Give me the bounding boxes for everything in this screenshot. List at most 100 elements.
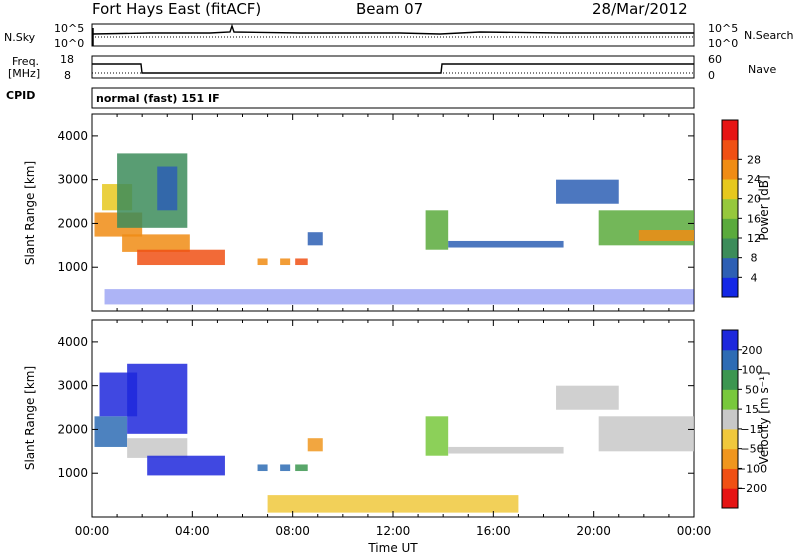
velocity-colorbar-tick-label: −200 [737, 482, 767, 495]
power-region [104, 289, 694, 305]
power-colorbar-tick-label: 20 [747, 193, 761, 206]
cpid-panel [91, 87, 695, 109]
velocity-region [267, 495, 519, 513]
velocity-colorbar-swatch [722, 448, 738, 469]
velocity-colorbar-swatch [722, 488, 738, 509]
velocity-colorbar-tick-label: 100 [742, 364, 763, 377]
velocity-colorbar: 200 100 50 15 −15 −50 −100 −200 [722, 330, 767, 509]
station-title: Fort Hays East (fitACF) [92, 0, 262, 18]
power-ytick-label: 3000 [57, 173, 88, 187]
power-colorbar-tick-label: 8 [751, 252, 758, 265]
velocity-region [147, 455, 225, 476]
power-ytick-label: 1000 [57, 260, 88, 274]
velocity-colorbar-swatch [722, 369, 738, 390]
velocity-colorbar-swatch [722, 389, 738, 410]
chart-axes: 1000 2000 3000 4000 1000 2000 3000 4000 00:00 04:… [57, 114, 711, 538]
velocity-colorbar-frame [721, 329, 739, 509]
nave-tick-high: 60 [708, 53, 722, 66]
velocity-region [127, 363, 188, 434]
freq-label: Freq. [12, 55, 40, 68]
velocity-ytick-label: 2000 [57, 422, 88, 436]
x-tick-label: 12:00 [376, 524, 411, 538]
velocity-panel [91, 319, 695, 518]
power-region [157, 166, 178, 211]
freq-tick-low: 8 [64, 69, 71, 82]
power-colorbar-swatch [722, 120, 738, 141]
power-colorbar-tick-label: 16 [747, 212, 761, 225]
power-ytick-label: 2000 [57, 216, 88, 230]
power-colorbar: 4 8 12 16 20 24 28 [722, 120, 761, 298]
power-colorbar-label: Power [dB] [757, 175, 771, 240]
x-tick-label: 08:00 [275, 524, 310, 538]
velocity-ylabel: Slant Range [km] [23, 366, 37, 470]
velocity-colorbar-swatch [722, 330, 738, 351]
velocity-ytick-label: 4000 [57, 335, 88, 349]
nave-tick-low: 0 [708, 69, 715, 82]
power-colorbar-frame [721, 119, 739, 298]
velocity-data [94, 363, 694, 513]
velocity-colorbar-swatch [722, 349, 738, 371]
power-region [638, 230, 694, 241]
freq-trace [92, 63, 694, 74]
power-region [257, 258, 268, 266]
power-region [448, 240, 564, 248]
power-colorbar-swatch [722, 277, 738, 298]
power-colorbar-tick-label: 4 [751, 271, 758, 284]
power-colorbar-swatch [722, 179, 738, 200]
noise-tick-high-right: 10^5 [708, 22, 739, 35]
velocity-colorbar-tick-label: −50 [740, 443, 763, 456]
noise-tick-high: 10^5 [54, 22, 85, 35]
freq-panel [91, 55, 695, 79]
velocity-colorbar-tick-label: 200 [742, 344, 763, 357]
velocity-region [556, 385, 619, 410]
power-region [307, 232, 323, 246]
velocity-region [280, 464, 291, 472]
power-colorbar-tick-label: 12 [747, 232, 761, 245]
power-colorbar-swatch [722, 238, 738, 259]
cpid-text: normal (fast) 151 IF [96, 92, 220, 105]
velocity-region [257, 464, 268, 472]
x-tick-label: 20:00 [576, 524, 611, 538]
beam-label: Beam 07 [356, 0, 424, 18]
velocity-colorbar-label: Velocity [m s⁻¹] [757, 371, 771, 464]
power-colorbar-tick-label: 28 [747, 153, 761, 166]
velocity-region [94, 416, 128, 447]
velocity-ytick-label: 1000 [57, 466, 88, 480]
velocity-colorbar-tick-label: −15 [740, 423, 763, 436]
velocity-colorbar-tick-label: 15 [745, 403, 759, 416]
power-region [425, 210, 449, 250]
noise-sky-trace [91, 23, 694, 35]
noise-tick-low-right: 10^0 [708, 37, 739, 50]
velocity-colorbar-swatch [722, 428, 738, 450]
date-label: 28/Mar/2012 [592, 0, 688, 18]
x-tick-label: 04:00 [175, 524, 210, 538]
velocity-region [425, 416, 449, 456]
power-region [137, 249, 225, 266]
cpid-label: CPID [6, 89, 36, 102]
power-region [295, 258, 308, 266]
velocity-region [127, 438, 188, 458]
velocity-colorbar-swatch [722, 468, 738, 489]
nsky-label: N.Sky [4, 31, 36, 44]
velocity-region [307, 438, 323, 452]
velocity-colorbar-tick-label: −100 [737, 462, 767, 475]
freq-unit: [MHz] [8, 67, 41, 80]
power-ylabel: Slant Range [km] [23, 161, 37, 265]
x-tick-label: 16:00 [476, 524, 511, 538]
velocity-region [295, 464, 308, 472]
power-region [122, 234, 190, 252]
power-data [94, 153, 694, 305]
power-colorbar-swatch [722, 218, 738, 239]
power-region [556, 179, 619, 204]
noise-panel [91, 23, 695, 47]
nave-label: Nave [748, 63, 777, 76]
nsearch-label: N.Search [744, 29, 794, 42]
power-colorbar-tick-label: 24 [747, 173, 761, 186]
x-axis-label: Time UT [367, 541, 418, 554]
power-panel [91, 113, 695, 312]
power-colorbar-swatch [722, 198, 738, 219]
x-tick-label: 00:00 [677, 524, 712, 538]
velocity-ytick-label: 3000 [57, 379, 88, 393]
power-colorbar-swatch [722, 159, 738, 180]
